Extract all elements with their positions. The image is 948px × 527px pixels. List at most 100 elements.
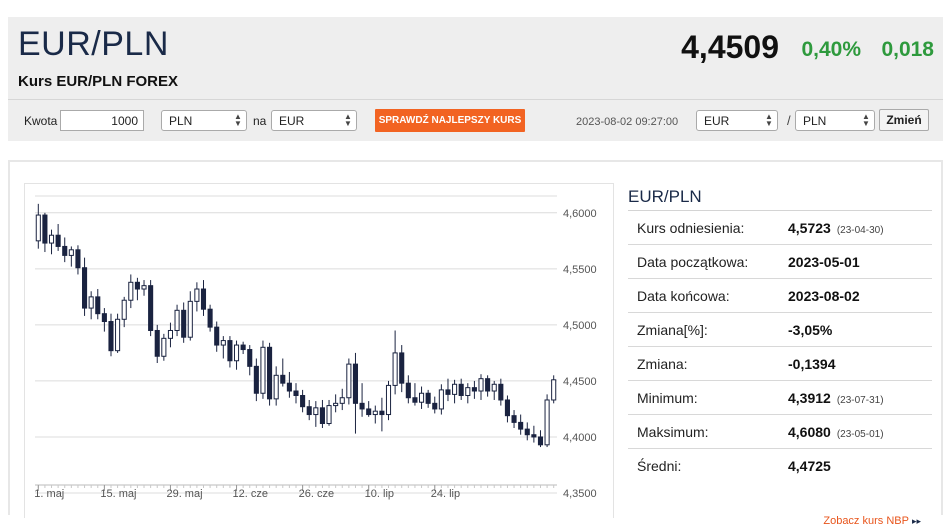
candle-body <box>286 382 292 392</box>
candle-body <box>42 214 48 244</box>
amount-label: Kwota <box>24 114 58 128</box>
candle-body <box>115 318 121 352</box>
candle-body <box>121 299 127 320</box>
candle-body <box>273 374 279 400</box>
swap-pair-button[interactable]: Zmień <box>879 109 929 131</box>
stat-value: -0,1394 <box>788 356 835 372</box>
candle-body <box>511 415 517 423</box>
nbp-rate-link[interactable]: Zobacz kurs NBP ▸▸ <box>823 515 921 527</box>
candle-body <box>518 421 524 430</box>
pair-base-select[interactable]: EUR ▲ ▼ <box>696 110 778 131</box>
stat-date: (23-07-31) <box>836 395 884 406</box>
pair-subtitle: Kurs EUR/PLN FOREX <box>18 73 179 90</box>
select-arrows-icon: ▲ ▼ <box>862 112 870 128</box>
candle-body <box>148 285 154 331</box>
candle-body <box>326 405 332 425</box>
pair-quote-select[interactable]: PLN ▲ ▼ <box>795 110 875 131</box>
content-panel: 4,6000 4,5500 4,5000 4,4500 4,4000 4,3500 1. m… <box>8 160 943 527</box>
select-arrows-icon: ▲ ▼ <box>765 112 773 128</box>
candle-body <box>167 329 174 339</box>
select-arrows-icon: ▲ ▼ <box>234 112 242 128</box>
candle-body <box>48 234 55 244</box>
candle-body <box>385 384 392 416</box>
stat-value: 2023-08-02 <box>788 288 860 304</box>
candle-body <box>452 383 458 395</box>
candle-body <box>82 267 88 309</box>
candle-body <box>101 313 107 323</box>
candle-body <box>471 387 477 392</box>
candle-body <box>438 389 444 410</box>
candle-body <box>181 309 187 338</box>
best-rate-button[interactable]: SPRAWDŹ NAJLEPSZY KURS <box>375 109 525 132</box>
pair-title: EUR/PLN <box>18 25 169 63</box>
candle-body <box>95 296 101 315</box>
stat-value-text: 4,3912 <box>788 390 831 406</box>
candle-body <box>233 344 240 362</box>
candle-body <box>154 329 160 357</box>
candle-body <box>267 346 273 400</box>
stat-label: Maksimum: <box>637 424 709 440</box>
candle-body <box>306 406 312 416</box>
candle-body <box>485 378 491 392</box>
x-tick-label: 26. cze <box>299 488 334 500</box>
candle-body <box>418 392 425 403</box>
stat-value: 2023-05-01 <box>788 254 860 270</box>
candle-body <box>187 300 193 338</box>
candle-body <box>333 402 339 407</box>
candle-body <box>551 379 557 401</box>
y-tick-label: 4,4500 <box>563 376 597 388</box>
candle-body <box>504 399 510 417</box>
candle-body <box>399 352 405 384</box>
candle-body <box>339 397 345 404</box>
candle-body <box>498 383 504 401</box>
stat-row: Kurs odniesienia: 4,5723 (23-04-30) <box>628 211 932 245</box>
candle-body <box>174 309 180 331</box>
stat-row: Data końcowa: 2023-08-02 <box>628 279 932 313</box>
stat-row: Maksimum: 4,6080 (23-05-01) <box>628 415 932 449</box>
candle-body <box>293 390 299 396</box>
x-tick-label: 15. maj <box>100 488 136 500</box>
candle-body <box>346 363 352 399</box>
stat-label: Zmiana: <box>637 356 688 372</box>
stat-label: Minimum: <box>637 390 698 406</box>
stats-title: EUR/PLN <box>628 183 932 211</box>
stat-value-text: 2023-05-01 <box>788 254 860 270</box>
stats-panel: EUR/PLN Kurs odniesienia: 4,5723 (23-04-3… <box>628 183 932 527</box>
stat-row: Zmiana[%]: -3,05% <box>628 313 932 347</box>
candle-body <box>366 408 372 416</box>
candle-body <box>88 296 94 309</box>
stat-label: Data końcowa: <box>637 288 730 304</box>
candle-body <box>134 281 140 290</box>
candlestick-chart: 4,6000 4,5500 4,5000 4,4500 4,4000 4,3500 1. m… <box>34 195 597 500</box>
candle-body <box>352 363 359 404</box>
candle-body <box>214 326 220 346</box>
quote-header: EUR/PLN Kurs EUR/PLN FOREX 4,4509 0,40% … <box>8 17 943 141</box>
y-tick-label: 4,5500 <box>563 264 597 276</box>
pair-separator: / <box>787 113 791 128</box>
change-percent: 0,40% <box>801 38 861 61</box>
price-chart: 4,6000 4,5500 4,5000 4,4500 4,4000 4,3500 1. m… <box>24 183 614 518</box>
candle-body <box>458 383 464 396</box>
header-divider <box>8 99 943 100</box>
stat-row: Minimum: 4,3912 (23-07-31) <box>628 381 932 415</box>
candle-body <box>260 346 266 394</box>
from-currency-select[interactable]: PLN ▲ ▼ <box>161 110 247 131</box>
to-label: na <box>253 114 267 128</box>
candle-body <box>372 410 378 416</box>
to-currency-select[interactable]: EUR ▲ ▼ <box>271 110 357 131</box>
candle-body <box>478 378 484 392</box>
candle-body <box>531 434 537 438</box>
candle-body <box>253 365 259 394</box>
stat-value-text: 2023-08-02 <box>788 288 860 304</box>
candle-body <box>465 387 471 396</box>
amount-input[interactable]: 1000 <box>60 110 144 131</box>
x-tick-label: 29. maj <box>166 488 202 500</box>
candle-body <box>405 382 411 399</box>
candle-body <box>161 337 167 357</box>
candle-body <box>35 214 41 242</box>
candle-body <box>313 407 319 416</box>
candle-body <box>247 349 253 367</box>
stat-label: Data początkowa: <box>637 254 749 270</box>
stat-label: Kurs odniesienia: <box>637 220 745 236</box>
stat-value-text: 4,6080 <box>788 424 831 440</box>
